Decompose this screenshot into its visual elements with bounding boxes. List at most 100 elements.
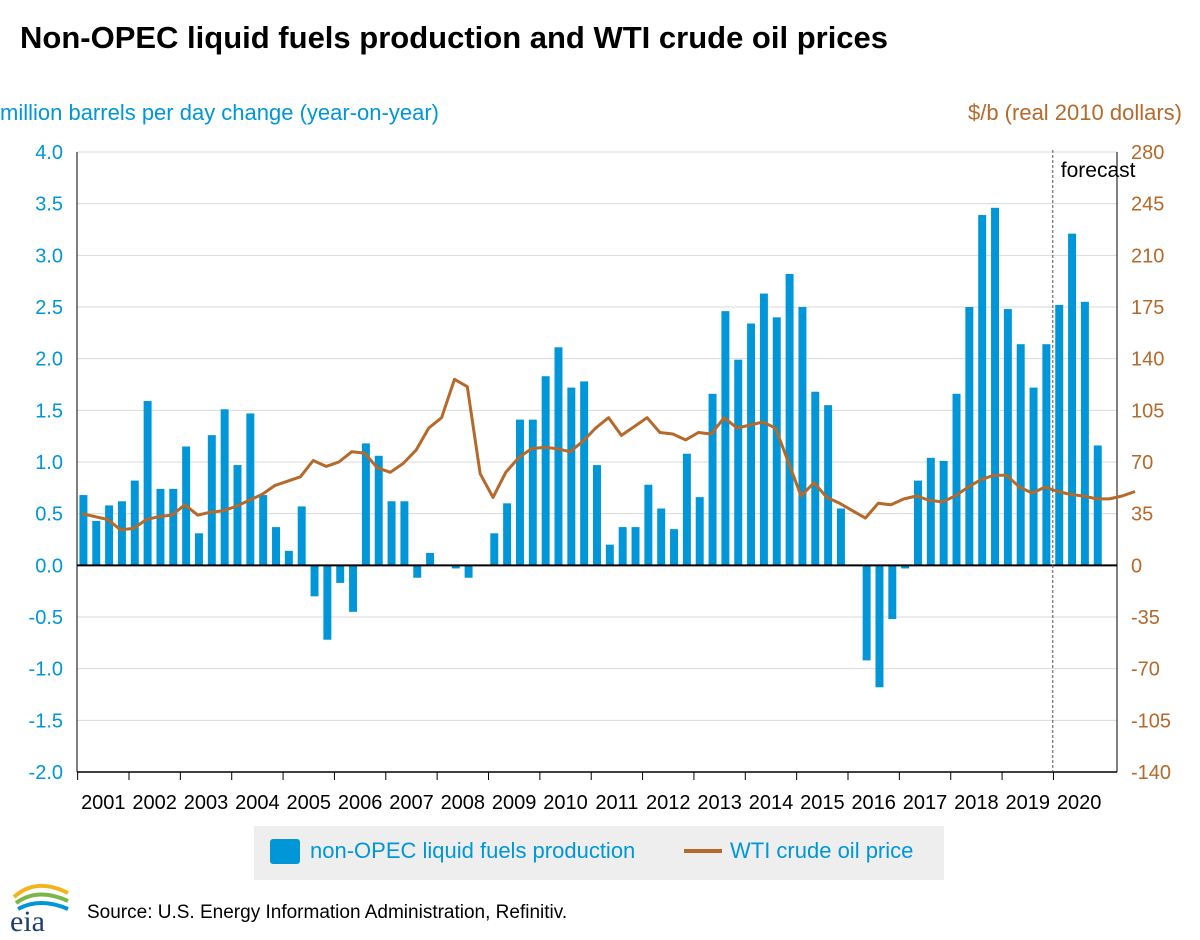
- bar: [1016, 344, 1025, 566]
- bar: [991, 207, 1000, 566]
- bar: [451, 565, 460, 569]
- x-tick-label: 2016: [851, 792, 896, 814]
- logo-text: eia: [10, 905, 45, 935]
- bar: [349, 565, 358, 612]
- x-tick-label: 2005: [287, 792, 332, 814]
- bar: [541, 376, 550, 566]
- x-tick-label: 2003: [184, 792, 229, 814]
- bar: [79, 495, 88, 566]
- left-tick-label: 0.5: [35, 504, 63, 526]
- bar: [310, 565, 319, 597]
- bar: [1042, 344, 1051, 566]
- left-tick-label: -1.5: [29, 710, 63, 732]
- bar: [259, 495, 268, 566]
- bar: [965, 307, 974, 566]
- x-tick-label: 2019: [1006, 792, 1051, 814]
- right-tick-label: 245: [1131, 194, 1164, 216]
- bar: [1093, 445, 1102, 566]
- left-tick-label: 1.5: [35, 400, 63, 422]
- right-tick-label: 210: [1131, 245, 1164, 267]
- bar: [400, 501, 409, 566]
- bar: [772, 317, 781, 566]
- x-tick-label: 2017: [903, 792, 948, 814]
- bar: [143, 401, 152, 566]
- left-tick-label: -0.5: [29, 607, 63, 629]
- legend-swatch-bar: [270, 838, 300, 864]
- bar: [1080, 301, 1089, 566]
- bar: [785, 273, 794, 566]
- bar: [246, 413, 255, 566]
- bar: [169, 488, 178, 566]
- bar: [426, 552, 435, 566]
- bar: [926, 457, 935, 566]
- left-tick-label: 2.0: [35, 349, 63, 371]
- right-axis-label: $/b (real 2010 dollars): [967, 100, 1182, 125]
- bar: [105, 505, 114, 566]
- x-tick-label: 2014: [749, 792, 794, 814]
- x-tick-label: 2007: [389, 792, 434, 814]
- right-tick-label: 280: [1131, 142, 1164, 164]
- bar: [117, 501, 126, 566]
- bar: [734, 359, 743, 566]
- bar: [618, 527, 627, 566]
- x-tick-label: 2008: [441, 792, 486, 814]
- bar: [875, 565, 884, 688]
- legend-label-production: non-OPEC liquid fuels production: [310, 838, 636, 863]
- bar: [708, 393, 717, 566]
- bar: [156, 488, 165, 566]
- bar: [515, 419, 524, 566]
- left-tick-label: -1.0: [29, 659, 63, 681]
- bar: [1055, 304, 1064, 566]
- bar: [824, 405, 833, 566]
- left-tick-label: 0.0: [35, 555, 63, 577]
- legend-label-wti: WTI crude oil price: [730, 838, 914, 863]
- legend-item-wti: WTI crude oil price: [684, 838, 913, 864]
- left-tick-label: 2.5: [35, 297, 63, 319]
- right-tick-label: -35: [1131, 607, 1160, 629]
- bar: [721, 311, 730, 566]
- source-note: Source: U.S. Energy Information Administ…: [87, 902, 568, 923]
- forecast-label: forecast: [1061, 159, 1136, 182]
- right-tick-label: 70: [1131, 452, 1153, 474]
- bar: [284, 550, 293, 566]
- wti-price-line: [81, 377, 1136, 532]
- left-tick-label: -2.0: [29, 762, 63, 784]
- bar: [759, 293, 768, 566]
- left-tick-label: 3.0: [35, 245, 63, 267]
- bar: [593, 465, 601, 566]
- right-tick-label: 105: [1131, 400, 1164, 422]
- bar: [747, 323, 756, 566]
- bar: [503, 503, 512, 566]
- right-tick-label: -105: [1131, 710, 1171, 732]
- bar: [580, 381, 589, 566]
- bar: [811, 391, 820, 566]
- bar: [336, 565, 345, 583]
- x-tick-label: 2011: [595, 792, 638, 814]
- chart-plot: 4.0 280 3.5 245 3.0 210 2.5 175 2.0 140 1.5 105 1.0 7…: [29, 142, 1172, 814]
- bar: [978, 215, 987, 566]
- bar: [888, 565, 897, 620]
- right-tick-label: -140: [1131, 762, 1171, 784]
- bar: [644, 484, 653, 566]
- left-tick-label: 4.0: [35, 142, 63, 164]
- left-tick-label: 1.0: [35, 452, 63, 474]
- bar: [387, 501, 396, 566]
- bar: [939, 460, 948, 566]
- x-tick-label: 2013: [697, 792, 742, 814]
- bar: [1068, 233, 1077, 566]
- bar: [798, 307, 807, 566]
- bar: [528, 419, 537, 566]
- x-tick-label: 2004: [235, 792, 280, 814]
- bar: [374, 455, 383, 566]
- bar: [670, 529, 679, 566]
- right-tick-label: 0: [1131, 555, 1142, 577]
- chart-title: Non-OPEC liquid fuels production and WTI…: [20, 20, 889, 55]
- bar: [490, 533, 499, 566]
- bar: [130, 480, 139, 566]
- bar: [323, 565, 332, 640]
- right-tick-label: 175: [1131, 297, 1164, 319]
- right-tick-label: 140: [1131, 349, 1164, 371]
- left-tick-label: 3.5: [35, 194, 63, 216]
- legend-item-production: non-OPEC liquid fuels production: [270, 838, 635, 864]
- x-tick-label: 2009: [492, 792, 537, 814]
